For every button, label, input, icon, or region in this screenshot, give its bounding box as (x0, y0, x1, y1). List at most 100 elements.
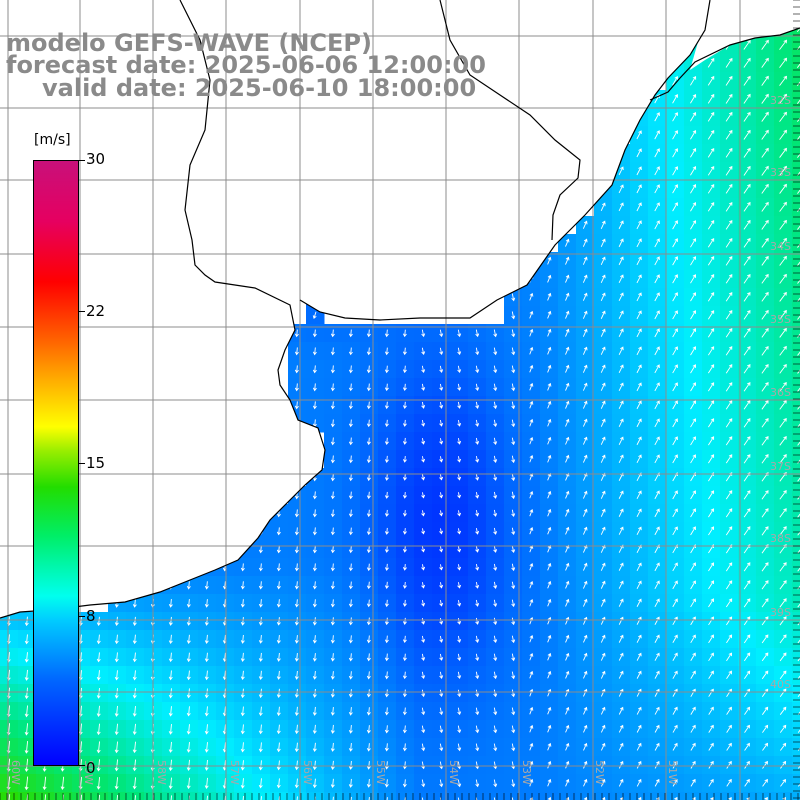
wind-arrow (294, 617, 299, 626)
wind-arrow (707, 183, 715, 194)
wind-arrow (384, 671, 389, 680)
wind-arrow (457, 689, 462, 698)
wind-arrow (600, 202, 606, 211)
wind-arrow (402, 743, 407, 752)
wind-arrow (690, 148, 697, 158)
wind-arrow (258, 706, 263, 717)
wind-arrow (672, 616, 678, 626)
wind-arrow (600, 706, 606, 715)
wind-arrow (493, 527, 498, 535)
wind-cell (792, 360, 800, 379)
wind-arrow (779, 436, 787, 446)
wind-arrow (240, 634, 245, 644)
wind-arrow (726, 670, 732, 680)
wind-arrow (708, 634, 714, 644)
wind-arrow (583, 616, 588, 625)
wind-arrow (690, 364, 696, 374)
wind-arrow (511, 527, 516, 536)
wind-arrow (511, 311, 516, 320)
longitude-label: 60W (9, 760, 22, 785)
wind-arrow (565, 274, 570, 283)
latitude-label: 34S (770, 240, 791, 253)
wind-arrow (690, 670, 696, 679)
wind-arrow (240, 581, 245, 590)
wind-arrow (294, 653, 299, 662)
wind-arrow (779, 688, 787, 698)
wind-arrow (475, 563, 480, 571)
wind-arrow (547, 670, 552, 679)
wind-arrow (511, 329, 516, 338)
wind-arrow (312, 599, 317, 608)
wind-arrow (366, 725, 371, 734)
wind-arrow (743, 652, 751, 662)
wind-arrow (600, 310, 606, 319)
latitude-label: 37S (770, 460, 791, 473)
wind-cell (792, 612, 800, 631)
wind-arrow (690, 598, 696, 608)
wind-arrow (761, 616, 769, 626)
wind-arrow (743, 147, 751, 158)
wind-cell (486, 792, 505, 800)
wind-arrow (348, 347, 353, 356)
wind-arrow (618, 202, 624, 212)
wind-arrow (690, 706, 696, 715)
wind-arrow (24, 616, 29, 627)
wind-arrow (743, 580, 751, 590)
wind-arrow (547, 778, 552, 787)
wind-arrow (725, 75, 733, 86)
wind-arrow (439, 401, 444, 409)
wind-arrow (797, 549, 800, 554)
wind-arrow (654, 688, 660, 697)
wind-arrow (132, 616, 137, 626)
wind-arrow (779, 562, 787, 572)
wind-arrow (366, 635, 371, 644)
wind-arrow (368, 797, 370, 800)
wind-arrow (475, 455, 480, 463)
wind-arrow (511, 473, 516, 482)
wind-arrow (707, 111, 715, 122)
wind-arrow (707, 93, 715, 104)
wind-arrow (618, 382, 624, 392)
wind-arrow (582, 220, 588, 229)
wind-arrow (654, 400, 660, 410)
wind-arrow (565, 652, 570, 661)
wind-arrow (312, 724, 317, 734)
wind-arrow (348, 725, 353, 734)
wind-arrow (296, 796, 298, 800)
wind-arrow (366, 617, 371, 626)
wind-arrow (672, 76, 679, 86)
wind-arrow (457, 474, 462, 481)
wind-arrow (276, 760, 281, 771)
wind-arrow (475, 779, 480, 788)
longitude-label: 57W (228, 760, 241, 785)
coastline-lagoon (649, 27, 800, 101)
wind-cell (792, 468, 800, 487)
wind-arrow (475, 528, 480, 535)
wind-arrow (547, 454, 552, 463)
wind-arrow (366, 689, 371, 698)
wind-arrow (672, 724, 678, 733)
wind-arrow (348, 527, 353, 536)
wind-arrow (258, 670, 263, 680)
wind-cell (792, 576, 800, 595)
wind-cell (792, 792, 800, 800)
wind-arrow (348, 365, 353, 374)
wind-arrow (114, 670, 119, 681)
wind-arrow (707, 328, 715, 338)
wind-arrow (725, 165, 733, 176)
wind-arrow (672, 382, 678, 392)
wind-arrow (743, 382, 751, 392)
wind-cell (648, 792, 667, 800)
wind-arrow (743, 327, 751, 338)
wind-cell (792, 522, 800, 541)
wind-arrow (600, 364, 606, 373)
wind-arrow (690, 310, 697, 320)
wind-arrow (547, 418, 552, 427)
colorbar: [m/s] 30 22 15 8 0 (0, 128, 115, 778)
wind-arrow (421, 510, 426, 517)
wind-arrow (600, 274, 606, 283)
wind-arrow (707, 256, 715, 266)
wind-arrow (348, 491, 353, 500)
wind-arrow (439, 546, 444, 553)
wind-cell (792, 396, 800, 415)
